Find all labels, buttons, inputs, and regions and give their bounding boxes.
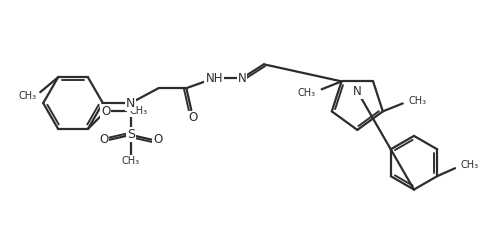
- Text: CH₃: CH₃: [18, 91, 36, 101]
- Text: NH: NH: [205, 72, 223, 85]
- Text: O: O: [189, 112, 198, 124]
- Text: CH₃: CH₃: [130, 106, 148, 116]
- Text: CH₃: CH₃: [298, 88, 316, 98]
- Text: CH₃: CH₃: [460, 160, 478, 170]
- Text: N: N: [126, 97, 135, 110]
- Text: CH₃: CH₃: [408, 96, 427, 106]
- Text: O: O: [99, 133, 108, 146]
- Text: O: O: [153, 133, 162, 146]
- Text: N: N: [238, 72, 246, 85]
- Text: O: O: [101, 105, 110, 117]
- Text: CH₃: CH₃: [122, 156, 140, 166]
- Text: N: N: [353, 85, 362, 98]
- Text: S: S: [127, 128, 135, 141]
